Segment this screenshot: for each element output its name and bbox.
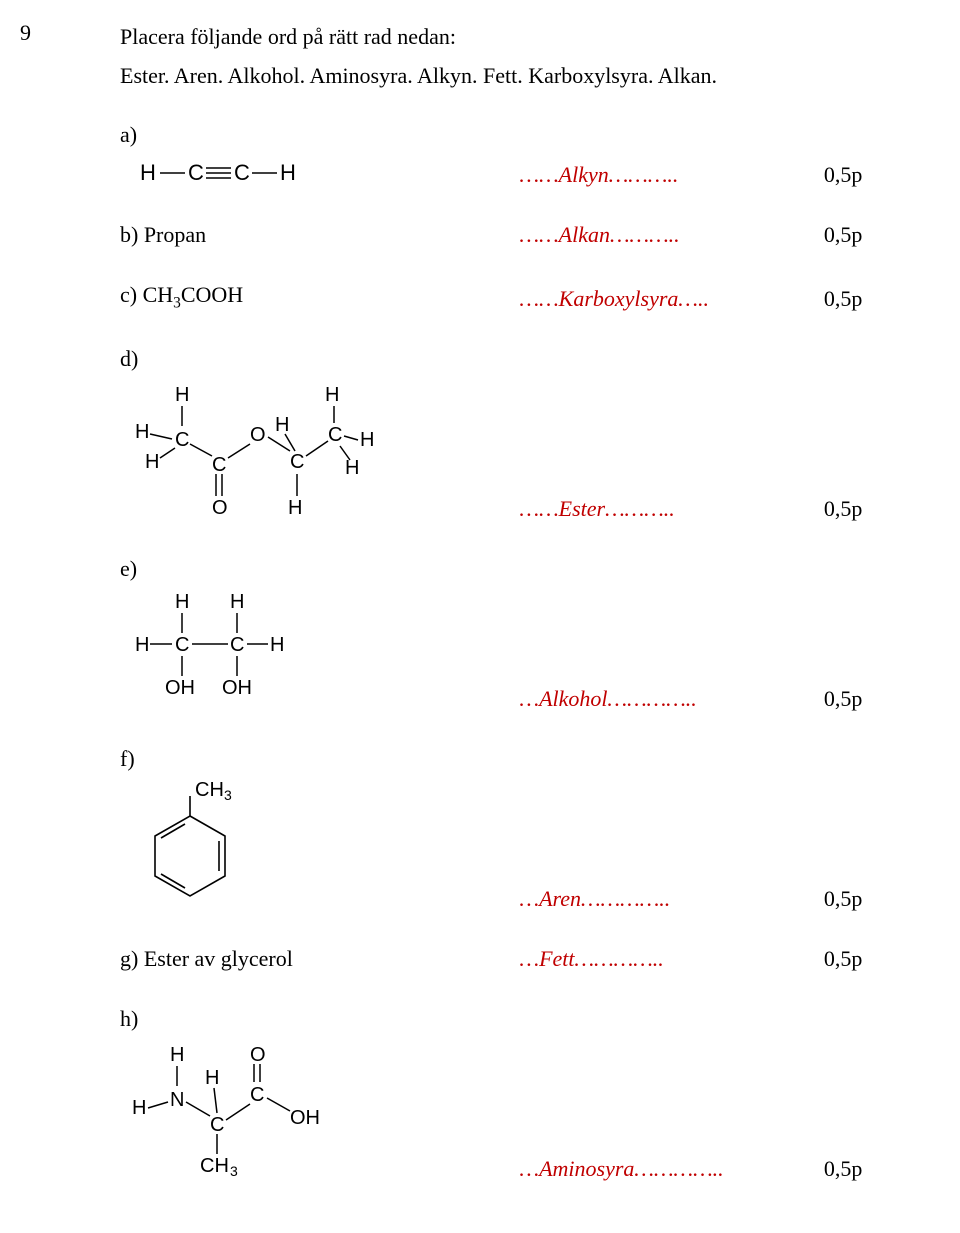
diol-structure: H C H OH H C H OH [120, 586, 320, 716]
item-d-lead: d) H C H H C [120, 346, 520, 526]
svg-text:OH: OH [290, 1107, 320, 1129]
svg-text:C: C [212, 454, 226, 476]
intro-line-1: Placera följande ord på rätt rad nedan: [120, 20, 900, 53]
page: 9 Placera följande ord på rätt rad nedan… [0, 0, 960, 1233]
svg-text:C: C [328, 424, 342, 446]
toluene-structure: CH 3 [120, 776, 300, 916]
svg-text:C: C [230, 634, 244, 656]
item-e-points: 0,5p [824, 686, 900, 716]
item-c-points: 0,5p [824, 286, 900, 316]
item-g-answer: …Fett………….. [520, 946, 824, 976]
svg-text:O: O [212, 497, 228, 519]
item-f: f) CH 3 …Aren………….. 0,5p [120, 746, 900, 916]
ester-structure: H C H H C O [120, 376, 390, 526]
item-a-label: a) [120, 122, 320, 152]
svg-text:CH: CH [195, 779, 224, 801]
svg-text:3: 3 [230, 1163, 238, 1179]
item-d-label: d) [120, 346, 390, 376]
svg-text:H: H [205, 1067, 219, 1089]
svg-text:C: C [250, 1084, 264, 1106]
svg-text:C: C [290, 451, 304, 473]
item-e-lead: e) H C H OH H C H [120, 556, 520, 716]
item-b-lead: b) Propan [120, 222, 520, 252]
item-f-answer: …Aren………….. [520, 886, 824, 916]
svg-text:H: H [275, 414, 289, 436]
item-g-points: 0,5p [824, 946, 900, 976]
svg-text:H: H [325, 384, 339, 406]
item-a-lead: a) H C C H [120, 122, 520, 192]
item-c-lead: c) CH3COOH [120, 282, 520, 316]
svg-text:C: C [175, 429, 189, 451]
item-d-points: 0,5p [824, 496, 900, 526]
item-g-lead: g) Ester av glycerol [120, 946, 520, 976]
item-b-points: 0,5p [824, 222, 900, 252]
svg-text:OH: OH [222, 677, 252, 699]
svg-text:C: C [175, 634, 189, 656]
item-f-points: 0,5p [824, 886, 900, 916]
item-b: b) Propan ……Alkan……….. 0,5p [120, 222, 900, 252]
item-c: c) CH3COOH ……Karboxylsyra….. 0,5p [120, 282, 900, 316]
svg-text:O: O [250, 1044, 266, 1066]
item-a-points: 0,5p [824, 162, 900, 192]
item-h: h) H N H C H [120, 1006, 900, 1186]
svg-text:H: H [135, 421, 149, 443]
svg-text:H: H [280, 160, 296, 185]
svg-text:C: C [210, 1114, 224, 1136]
item-e-answer: …Alkohol………….. [520, 686, 824, 716]
item-h-points: 0,5p [824, 1156, 900, 1186]
svg-text:CH: CH [200, 1155, 229, 1177]
svg-text:H: H [135, 634, 149, 656]
svg-text:H: H [230, 591, 244, 613]
item-c-label: c) CH3COOH [120, 282, 243, 316]
item-d-answer: ……Ester……….. [520, 496, 824, 526]
item-d: d) H C H H C [120, 346, 900, 526]
svg-text:H: H [345, 457, 359, 479]
svg-text:N: N [170, 1089, 184, 1111]
intro: Placera följande ord på rätt rad nedan: … [120, 20, 900, 92]
svg-text:H: H [145, 451, 159, 473]
svg-text:H: H [140, 160, 156, 185]
item-b-answer: ……Alkan……….. [520, 222, 824, 252]
svg-text:OH: OH [165, 677, 195, 699]
item-g: g) Ester av glycerol …Fett………….. 0,5p [120, 946, 900, 976]
svg-text:H: H [132, 1097, 146, 1119]
svg-text:H: H [170, 1044, 184, 1066]
svg-text:H: H [270, 634, 284, 656]
acetylene-structure: H C C H [120, 152, 320, 192]
item-g-label: g) Ester av glycerol [120, 946, 293, 976]
item-b-label: b) Propan [120, 222, 206, 252]
item-a-answer: ……Alkyn……….. [520, 162, 824, 192]
svg-text:H: H [288, 497, 302, 519]
item-e: e) H C H OH H C H [120, 556, 900, 716]
svg-text:H: H [175, 591, 189, 613]
item-h-answer: …Aminosyra………….. [520, 1156, 824, 1186]
svg-text:C: C [234, 160, 250, 185]
item-f-lead: f) CH 3 [120, 746, 520, 916]
item-c-answer: ……Karboxylsyra….. [520, 286, 824, 316]
item-e-label: e) [120, 556, 320, 586]
item-h-label: h) [120, 1006, 350, 1036]
svg-text:3: 3 [224, 787, 232, 803]
aminoacid-structure: H N H C H CH 3 [120, 1036, 350, 1186]
intro-line-2: Ester. Aren. Alkohol. Aminosyra. Alkyn. … [120, 59, 900, 92]
svg-text:H: H [175, 384, 189, 406]
svg-text:C: C [188, 160, 204, 185]
svg-text:H: H [360, 429, 374, 451]
svg-text:O: O [250, 424, 266, 446]
item-h-lead: h) H N H C H [120, 1006, 520, 1186]
item-f-label: f) [120, 746, 300, 776]
question-number: 9 [20, 20, 31, 46]
item-a: a) H C C H ……Alkyn……….. 0,5 [120, 122, 900, 192]
